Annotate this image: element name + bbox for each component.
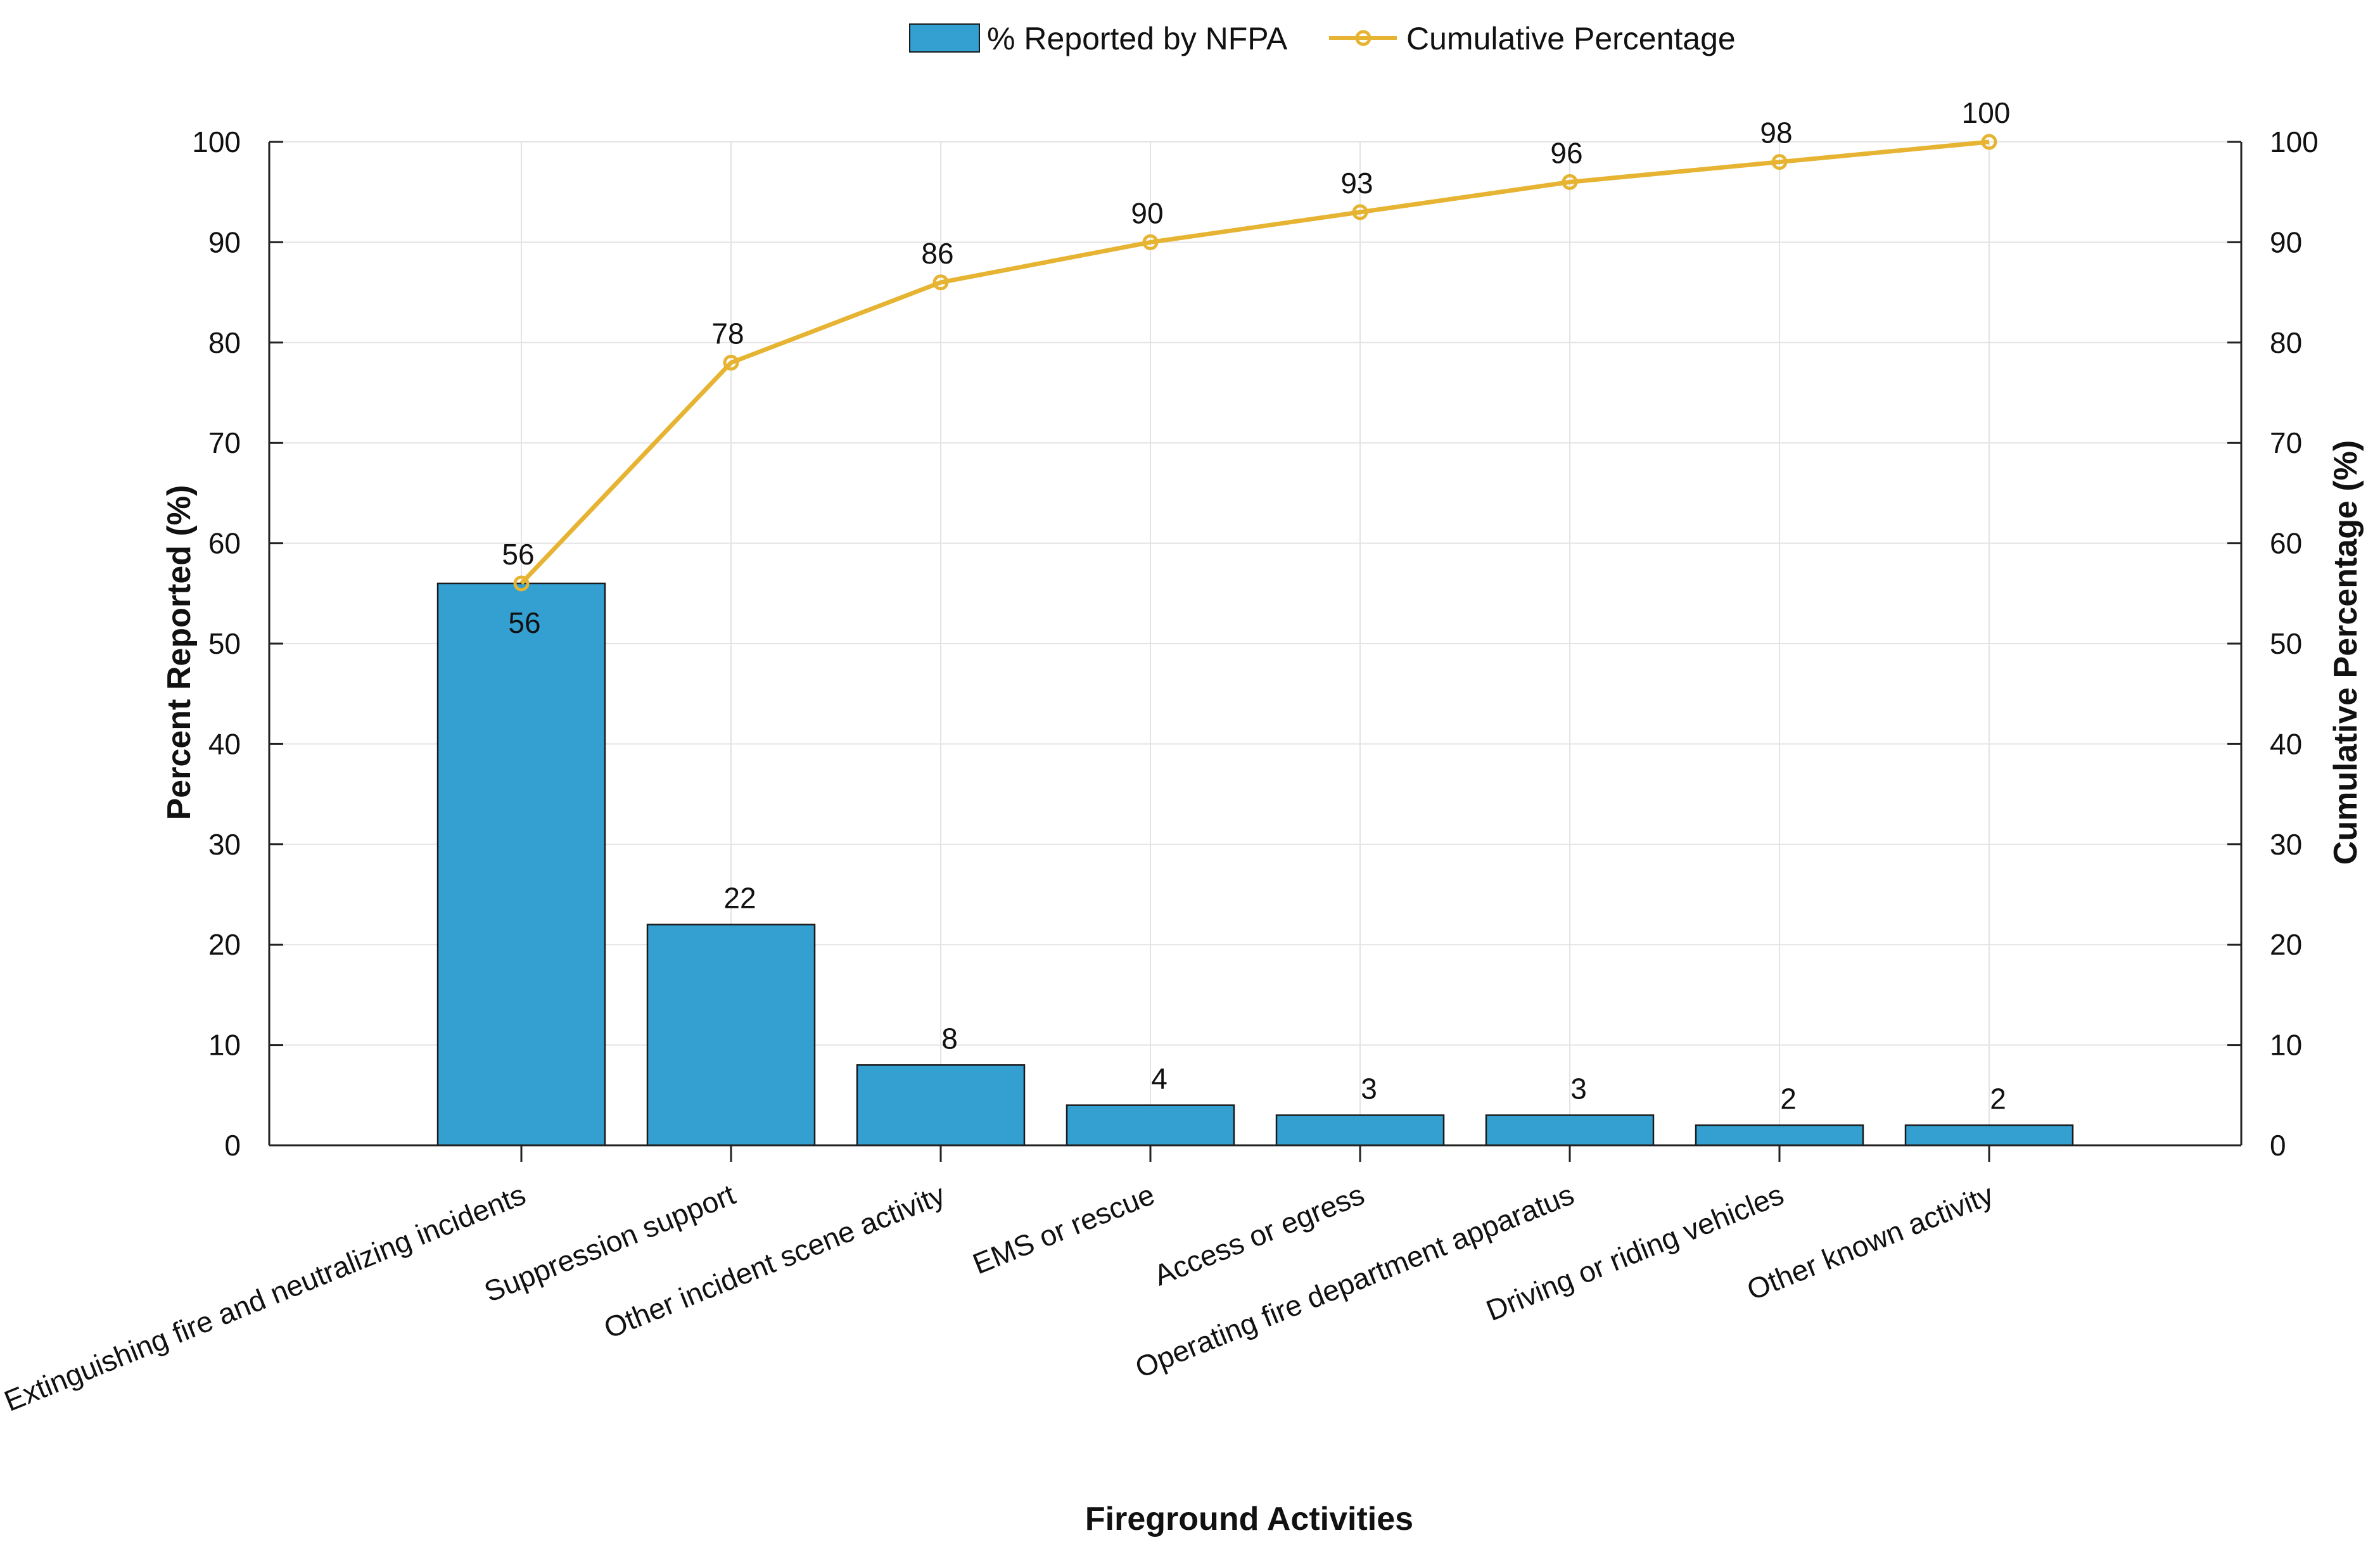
bar-1 — [436, 582, 606, 1147]
line-layer — [513, 134, 1997, 592]
y2-tick-label: 0 — [2270, 1129, 2286, 1162]
bar-layer — [436, 582, 2074, 1147]
y-tick-label: 30 — [208, 828, 241, 861]
bar-5 — [1275, 1114, 1445, 1147]
y-tick-label: 50 — [208, 627, 241, 660]
y2-tick-label: 50 — [2270, 627, 2302, 660]
x-axis-title: Fireground Activities — [1085, 1501, 1413, 1537]
legend-bar-label: % Reported by NFPA — [987, 21, 1288, 56]
y2-tick-label: 30 — [2270, 828, 2302, 861]
bar-value-label: 8 — [941, 1022, 958, 1055]
cumulative-value-label: 93 — [1340, 167, 1373, 200]
y2-tick-label: 90 — [2270, 226, 2302, 258]
y2-tick-label: 80 — [2270, 326, 2302, 359]
cumulative-value-label: 56 — [502, 538, 534, 571]
y-tick-label: 80 — [208, 326, 241, 359]
legend-bar-swatch — [909, 23, 980, 53]
cumulative-value-label: 90 — [1131, 196, 1163, 229]
cumulative-marker — [1352, 204, 1368, 220]
y2-tick-label: 70 — [2270, 426, 2302, 459]
bar-value-label: 56 — [508, 606, 540, 639]
bar-value-label: 2 — [1990, 1082, 2006, 1115]
cumulative-value-label: 98 — [1760, 117, 1792, 149]
bar-value-label: 22 — [723, 882, 756, 915]
bar-value-label: 3 — [1570, 1072, 1587, 1105]
y-axis-title: Percent Reported (%) — [161, 485, 198, 820]
bar-3 — [856, 1064, 1026, 1147]
y2-tick-label: 40 — [2270, 727, 2302, 760]
cumulative-value-label: 86 — [921, 237, 953, 270]
cumulative-value-label: 100 — [1962, 96, 2011, 129]
y-tick-label: 20 — [208, 928, 241, 961]
legend: % Reported by NFPA Cumulative Percentage — [909, 21, 1736, 56]
y-tick-label: 0 — [224, 1129, 241, 1162]
bar-6 — [1485, 1114, 1655, 1147]
cumulative-marker — [1562, 174, 1578, 190]
cumulative-marker — [1771, 154, 1788, 170]
y2-axis-title: Cumulative Percentage (%) — [2327, 440, 2364, 865]
cumulative-value-label: 96 — [1550, 136, 1582, 169]
y2-tick-label: 10 — [2270, 1029, 2302, 1062]
x-tick-label: Extinguishing fire and neutralizing inci… — [0, 1178, 530, 1418]
y-tick-label: 10 — [208, 1029, 241, 1062]
x-tick-label: Other incident scene activity — [599, 1178, 950, 1345]
bar-value-label: 2 — [1780, 1082, 1797, 1115]
cumulative-marker — [1142, 234, 1159, 250]
cumulative-marker — [513, 575, 530, 592]
bar-7 — [1695, 1124, 1864, 1147]
y2-tick-label: 20 — [2270, 928, 2302, 961]
y-tick-label: 100 — [192, 125, 241, 158]
x-tick-label: EMS or rescue — [968, 1178, 1159, 1280]
bar-value-label: 3 — [1361, 1072, 1377, 1105]
cumulative-value-label: 78 — [711, 317, 744, 350]
cumulative-line — [519, 139, 1990, 585]
axis-layer: 0 0 10 10 20 20 30 30 40 40 50 50 60 60 70 70 80 80 90 90 10… — [0, 125, 2319, 1418]
cumulative-marker — [1981, 134, 1997, 150]
bar-4 — [1066, 1104, 1235, 1147]
cumulative-marker — [932, 274, 949, 291]
y-tick-label: 90 — [208, 226, 241, 258]
y2-tick-label: 60 — [2270, 527, 2302, 560]
bar-2 — [646, 924, 816, 1147]
legend-line-label: Cumulative Percentage — [1406, 21, 1736, 56]
cumulative-marker — [723, 354, 739, 371]
y2-tick-label: 100 — [2270, 125, 2319, 158]
y-tick-label: 60 — [208, 527, 241, 560]
y-tick-label: 40 — [208, 727, 241, 760]
bar-8 — [1904, 1124, 2074, 1147]
y-tick-label: 70 — [208, 426, 241, 459]
bar-value-label: 4 — [1151, 1062, 1168, 1095]
legend-line-marker — [1355, 30, 1371, 46]
